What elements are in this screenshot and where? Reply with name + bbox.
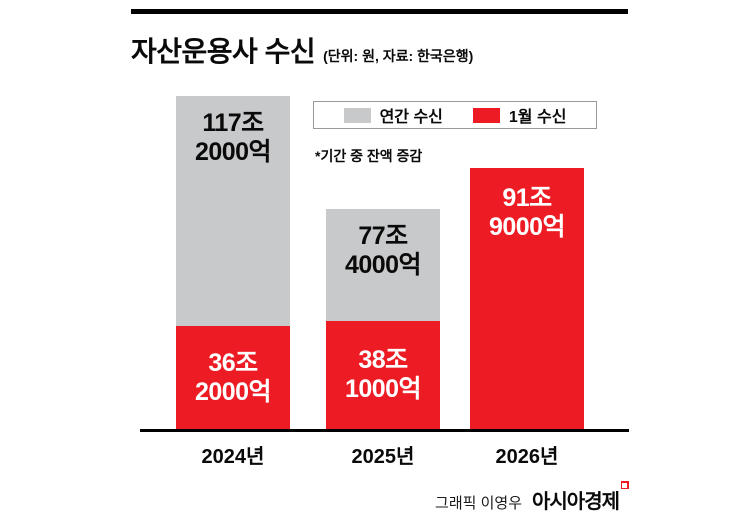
bar-value-label: 77조 4000억 (344, 222, 422, 279)
legend-label-annual: 연간 수신 (379, 109, 443, 126)
bar-segment-annual: 117조 2000억 (176, 96, 290, 326)
bar-value-label: 38조 1000억 (344, 346, 422, 403)
chart-header: 자산운용사 수신 (단위: 원, 자료: 한국은행) (131, 30, 473, 70)
brand-mark-icon (621, 481, 629, 489)
bar-value-label: 117조 2000억 (194, 109, 272, 166)
bar-segment-january: 36조 2000억 (176, 326, 290, 429)
x-axis-label: 2026년 (495, 446, 559, 468)
annual-swatch-icon (343, 107, 371, 123)
legend-item-january: 1월 수신 (472, 103, 567, 127)
bar-segment-january: 38조 1000억 (326, 321, 440, 429)
credit-text: 그래픽 이영우 (435, 495, 522, 512)
legend: 연간 수신 1월 수신 (313, 101, 597, 129)
legend-item-annual: 연간 수신 (343, 103, 443, 127)
credit: 그래픽 이영우 아시아경제 (435, 481, 629, 514)
bar-2026년: 91조 9000억 (470, 168, 584, 429)
x-axis-line (140, 429, 629, 432)
bar-value-label: 91조 9000억 (488, 184, 566, 241)
bar-segment-january: 91조 9000억 (470, 168, 584, 429)
chart-title: 자산운용사 수신 (131, 36, 316, 67)
bar-2024년: 117조 2000억 36조 2000억 (176, 96, 290, 429)
legend-label-january: 1월 수신 (508, 109, 567, 126)
bar-value-label: 36조 2000억 (194, 348, 272, 406)
bar-2025년: 77조 4000억 38조 1000억 (326, 209, 440, 429)
x-axis-label: 2025년 (351, 446, 415, 468)
brand-name: 아시아경제 (532, 491, 620, 513)
bar-segment-annual: 77조 4000억 (326, 209, 440, 321)
top-rule (131, 9, 628, 14)
x-axis-label: 2024년 (201, 446, 265, 468)
brand-logo: 아시아경제 (532, 481, 629, 514)
january-swatch-icon (472, 107, 500, 123)
chart-subtitle: (단위: 원, 자료: 한국은행) (323, 48, 474, 64)
footnote: *기간 중 잔액 증감 (315, 148, 423, 164)
